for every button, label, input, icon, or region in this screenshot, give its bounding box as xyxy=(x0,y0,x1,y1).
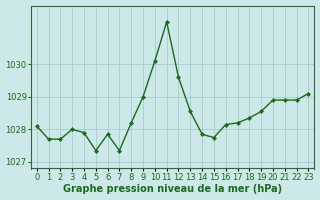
X-axis label: Graphe pression niveau de la mer (hPa): Graphe pression niveau de la mer (hPa) xyxy=(63,184,282,194)
